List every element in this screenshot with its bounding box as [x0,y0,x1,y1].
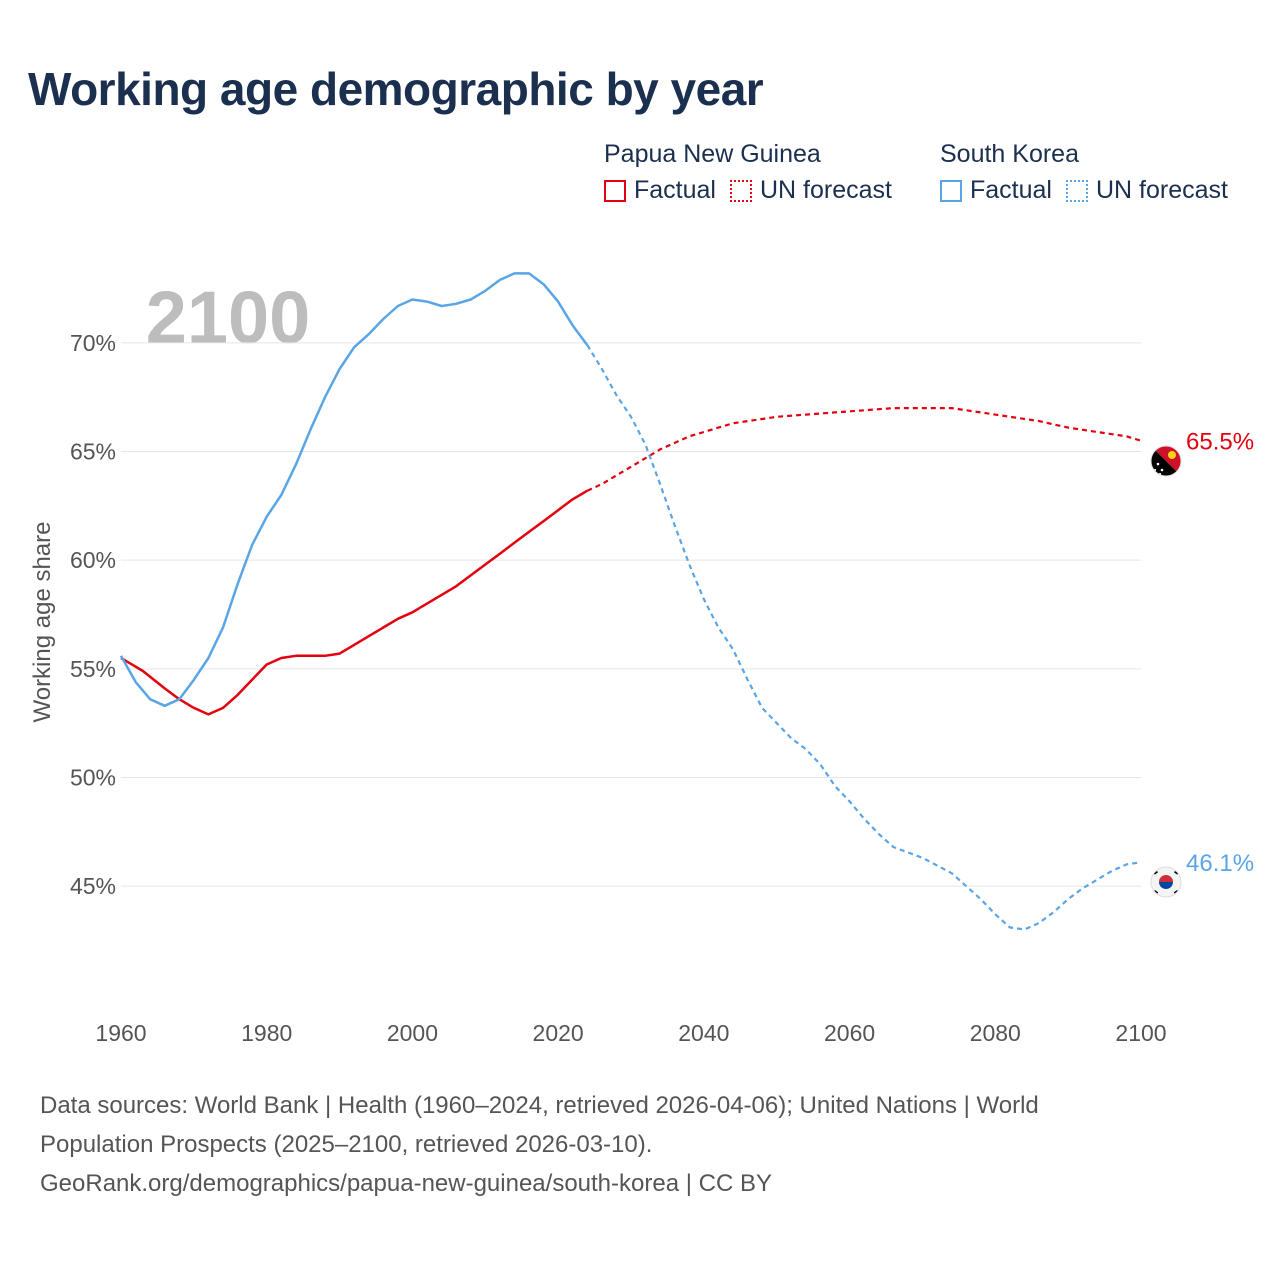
x-tick-label: 1980 [241,1020,292,1046]
sources-line-3[interactable]: GeoRank.org/demographics/papua-new-guine… [40,1170,772,1197]
y-tick-label: 60% [70,547,116,573]
legend-item-pg-forecast[interactable]: UN forecast [729,176,892,205]
legend-label: Factual [970,176,1052,204]
x-tick-label: 2060 [824,1020,875,1046]
x-tick-label: 2040 [678,1020,729,1046]
south-korea-factual-line[interactable] [119,272,589,708]
legend-item-sk-forecast[interactable]: UN forecast [1065,176,1228,205]
data-sources-note: Data sources: World Bank | Health (1960–… [40,1086,1240,1203]
y-tick-label: 45% [70,873,116,899]
sources-line-2: Population Prospects (2025–2100, retriev… [40,1131,653,1158]
x-tick-label: 2020 [533,1020,584,1046]
papua-new-guinea-factual-line[interactable] [120,489,588,716]
x-tick-label: 2080 [970,1020,1021,1046]
x-tick-label: 2000 [387,1020,438,1046]
legend-country-name: Papua New Guinea [604,140,821,168]
legend-label: UN forecast [759,176,892,204]
legend-swatch-solid-red [604,179,626,202]
papua-new-guinea-flag-icon [1151,446,1181,476]
y-tick-label: 65% [70,439,116,465]
x-tick-label: 2100 [1115,1020,1166,1046]
line-chart: 2100 45% 50% 55% 60% 65% 70% 1960 1980 2000 2020… [29,272,1254,1046]
legend-item-sk-factual[interactable]: Factual [940,176,1052,205]
y-tick-label: 50% [70,764,116,790]
legend-label: UN forecast [1095,176,1228,204]
chart-title: Working age demographic by year [28,63,764,115]
legend-swatch-dotted-red [729,179,752,202]
south-korea-forecast-line[interactable] [586,344,1142,931]
papua-new-guinea-forecast-line[interactable] [586,407,1142,492]
sources-line-1: Data sources: World Bank | Health (1960–… [40,1092,1039,1119]
legend-item-pg-factual[interactable]: Factual [604,176,716,205]
legend-group-papua-new-guinea: Papua New Guinea Factual UN forecast [604,140,906,205]
legend-group-south-korea: South Korea Factual UN forecast [940,140,1242,205]
legend-label: Factual [634,176,716,204]
flag-border [1150,866,1182,898]
south-korea-flag-icon [1151,867,1181,897]
legend-swatch-dotted-blue [1065,179,1088,202]
year-watermark: 2100 [146,276,311,359]
y-tick-label: 55% [70,656,116,682]
x-tick-label: 1960 [95,1020,146,1046]
papua-new-guinea-end-value-label: 65.5% [1186,429,1254,456]
legend-country-name: South Korea [940,140,1079,168]
south-korea-end-value-label: 46.1% [1186,850,1254,877]
flag-border [1150,445,1182,477]
y-tick-label: 70% [70,330,116,356]
legend-swatch-solid-blue [940,179,962,202]
y-axis-label: Working age share [29,522,56,723]
